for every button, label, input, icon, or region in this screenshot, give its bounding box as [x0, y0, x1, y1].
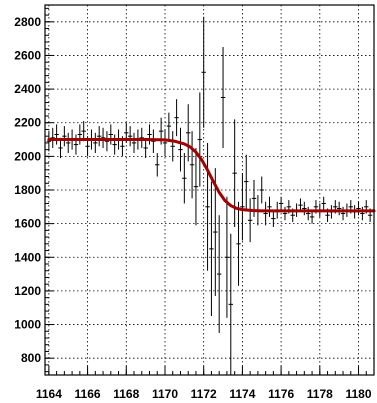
axis-layer: 1164 1166 1168 1170 1172 1174 1176 1178 1180 800 1…	[14, 7, 372, 401]
y-tick-label: 800	[21, 351, 41, 365]
fit-curve	[47, 138, 376, 213]
data-point	[356, 201, 361, 216]
data-point	[306, 206, 311, 221]
data-point	[127, 126, 133, 147]
data-point	[178, 127, 183, 172]
data-point	[209, 181, 214, 317]
data-point	[263, 201, 268, 226]
x-tick-label: 1172	[191, 387, 217, 401]
data-point	[151, 129, 156, 153]
y-tick-label: 2800	[14, 15, 41, 29]
data-point	[360, 206, 365, 221]
fit-layer	[47, 138, 376, 213]
data-point	[228, 233, 233, 375]
data-point	[100, 127, 106, 148]
data-point	[259, 176, 264, 204]
data-point	[278, 196, 284, 211]
data-point	[131, 132, 137, 153]
grid-layer	[45, 5, 374, 375]
data-point	[336, 201, 342, 216]
x-tick-label: 1164	[36, 387, 62, 401]
y-tick-label: 2600	[14, 48, 41, 62]
data-point	[302, 201, 307, 216]
data-point	[77, 124, 83, 145]
data-point	[193, 147, 199, 226]
data-point	[139, 127, 144, 148]
data-point	[143, 137, 148, 159]
data-point	[216, 215, 222, 333]
data-point	[147, 124, 152, 145]
data-point	[244, 154, 249, 209]
data-point	[197, 92, 203, 187]
data-point	[174, 99, 179, 137]
data-point	[93, 132, 98, 153]
data-point	[81, 121, 86, 142]
data-point	[247, 198, 253, 243]
y-tick-label: 2000	[14, 149, 41, 163]
data-point	[58, 137, 63, 159]
data-point	[66, 132, 71, 153]
x-tick-label: 1170	[152, 387, 178, 401]
data-point	[155, 153, 160, 177]
data-point	[96, 126, 102, 147]
data-point	[170, 131, 175, 162]
x-tick-label: 1166	[75, 387, 101, 401]
data-point	[220, 47, 226, 148]
data-point	[166, 112, 172, 140]
y-tick-label: 1000	[14, 318, 41, 332]
x-tick-label: 1174	[229, 387, 255, 401]
data-point	[224, 196, 230, 318]
data-point	[309, 210, 315, 224]
data-point	[205, 142, 210, 271]
data-point	[73, 134, 79, 155]
data-point	[271, 210, 276, 227]
x-tick-label: 1176	[268, 387, 294, 401]
data-point	[189, 131, 195, 199]
x-tick-label: 1180	[345, 387, 371, 401]
data-point	[112, 134, 117, 155]
data-point	[162, 129, 168, 157]
data-point	[62, 126, 67, 147]
data-point	[108, 124, 113, 145]
data-point	[104, 131, 110, 152]
x-tick-label: 1168	[113, 387, 139, 401]
data-point	[267, 196, 272, 217]
x-tick-label: 1178	[307, 387, 333, 401]
data-point	[182, 153, 187, 204]
y-tick-label: 1200	[14, 284, 41, 298]
data-point	[186, 104, 191, 162]
data-point	[54, 124, 59, 145]
y-tick-label: 1400	[14, 250, 41, 264]
data-point	[50, 127, 55, 148]
data-point	[201, 16, 206, 128]
y-tick-label: 2400	[14, 82, 41, 96]
y-tick-label: 1800	[14, 183, 41, 197]
data-point	[340, 206, 346, 221]
y-tick-label: 1600	[14, 217, 41, 231]
y-tick-label: 2200	[14, 116, 41, 130]
data-point	[321, 196, 326, 211]
data-point	[236, 201, 241, 286]
data-point	[213, 168, 218, 296]
data-point	[282, 206, 288, 221]
data-point	[240, 173, 245, 241]
data-point	[46, 131, 52, 152]
